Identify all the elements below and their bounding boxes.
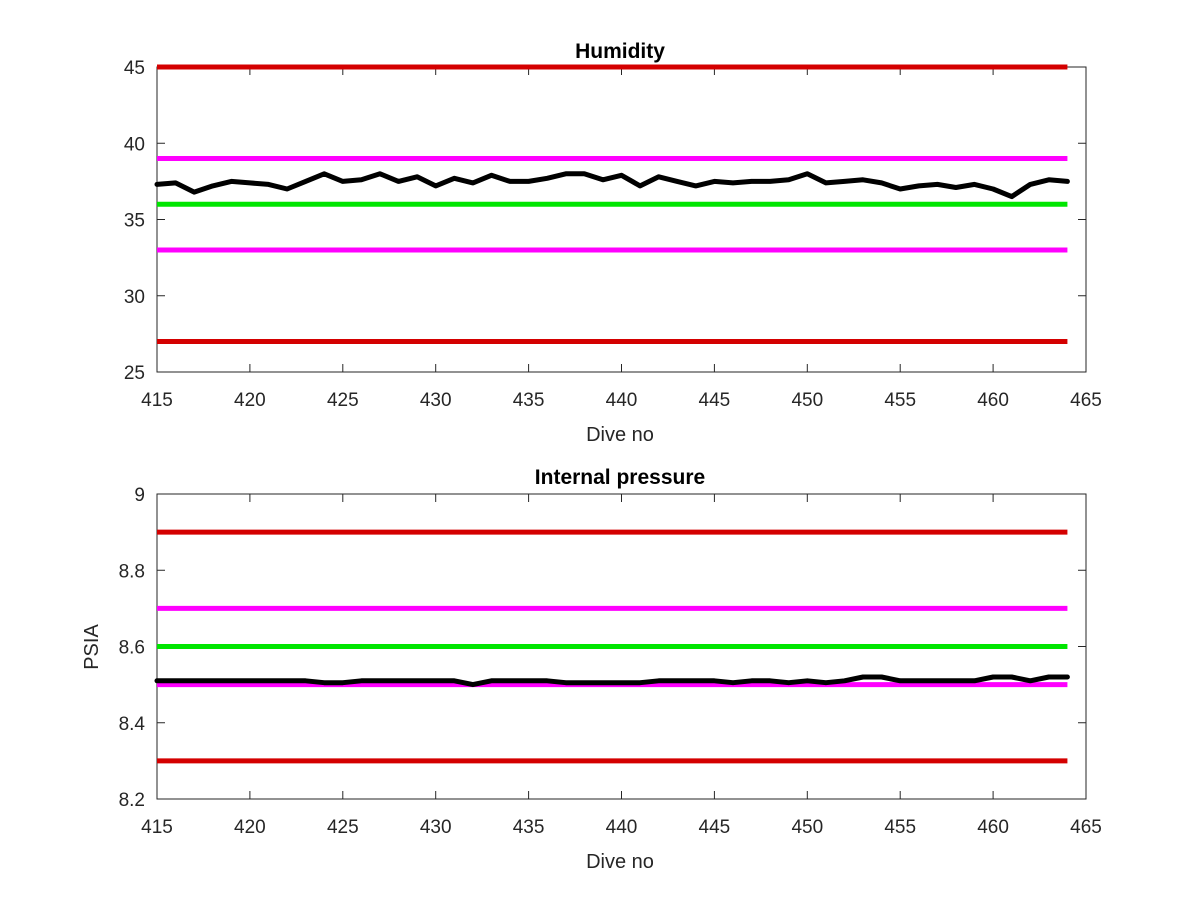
y-axis-label: PSIA: [81, 624, 103, 670]
x-tick-label: 430: [420, 817, 452, 838]
x-tick-label: 435: [513, 390, 545, 411]
x-tick-label: 450: [791, 817, 823, 838]
x-tick-label: 455: [884, 390, 916, 411]
internal-pressure-chart: Internal pressure Dive no PSIA 415 420 425…: [81, 466, 1102, 873]
y-tick-label: 45: [124, 58, 145, 79]
y-tick-label: 8.8: [119, 561, 145, 582]
x-tick-label: 415: [141, 390, 173, 411]
chart-title: Internal pressure: [535, 466, 705, 489]
x-tick-label: 465: [1070, 817, 1102, 838]
x-tick-label: 430: [420, 390, 452, 411]
y-tick-label: 8.2: [119, 790, 145, 811]
plot-area: 415 420 425 430 435 440 445 450 455 460 465 25 30 35 4…: [124, 58, 1102, 411]
x-tick-label: 465: [1070, 390, 1102, 411]
x-tick-label: 445: [699, 817, 731, 838]
series-line: [154, 171, 1070, 200]
x-tick-label: 435: [513, 817, 545, 838]
x-tick-label: 415: [141, 817, 173, 838]
y-tick-label: 30: [124, 287, 145, 308]
x-tick-label: 440: [606, 817, 638, 838]
plot-area: 415 420 425 430 435 440 445 450 455 460 465 8.2 8.4 8…: [119, 485, 1102, 838]
x-tick-label: 450: [791, 390, 823, 411]
x-axis-label: Dive no: [586, 851, 654, 873]
series-line: [154, 674, 1070, 688]
y-tick-label: 40: [124, 134, 145, 155]
y-tick-label: 9: [134, 485, 145, 506]
x-tick-label: 425: [327, 817, 359, 838]
chart-title: Humidity: [575, 40, 665, 63]
x-tick-label: 445: [699, 390, 731, 411]
x-axis-label: Dive no: [586, 424, 654, 446]
x-tick-label: 460: [977, 817, 1009, 838]
y-tick-label: 25: [124, 363, 145, 384]
humidity-chart: Humidity Dive no 415 420 425 430 435 440 445 45…: [124, 40, 1102, 446]
y-tick-label: 8.4: [119, 714, 146, 735]
x-tick-label: 440: [606, 390, 638, 411]
x-tick-label: 420: [234, 817, 266, 838]
y-tick-label: 8.6: [119, 638, 145, 659]
y-tick-label: 35: [124, 211, 145, 232]
x-tick-label: 425: [327, 390, 359, 411]
x-tick-label: 455: [884, 817, 916, 838]
x-tick-label: 420: [234, 390, 266, 411]
x-tick-label: 460: [977, 390, 1009, 411]
